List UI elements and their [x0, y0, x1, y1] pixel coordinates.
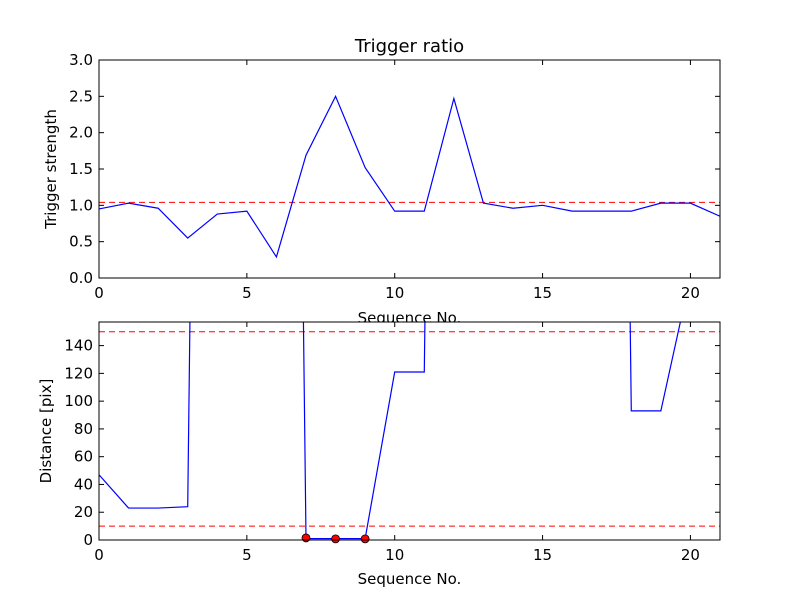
y-axis-label: Distance [pix] [37, 379, 55, 484]
y-tick-label: 100 [64, 392, 93, 410]
data-point-marker [331, 534, 340, 544]
series-line [99, 94, 720, 259]
x-tick-label: 15 [533, 284, 552, 302]
x-tick-label: 0 [94, 284, 104, 302]
x-tick-label: 20 [681, 546, 700, 564]
y-tick-label: 2.5 [69, 87, 93, 105]
y-axis-label: Trigger strength [42, 109, 60, 230]
plot-area [99, 60, 720, 278]
data-point-marker [360, 534, 370, 544]
x-tick-label: 10 [385, 546, 404, 564]
y-tick-label: 0 [83, 531, 93, 549]
y-tick-label: 0.5 [69, 233, 93, 251]
y-tick-label: 80 [74, 420, 93, 438]
x-tick-label: 5 [242, 546, 252, 564]
x-tick-label: 15 [533, 546, 552, 564]
series-line [99, 322, 681, 540]
x-tick-label: 10 [385, 284, 404, 302]
x-tick-label: 20 [681, 284, 700, 302]
chart-title: Trigger ratio [354, 36, 464, 57]
plot-frame [98, 321, 721, 541]
x-tick-label: 0 [94, 546, 104, 564]
y-tick-label: 60 [74, 448, 93, 466]
trigger-ratio-chart: Trigger ratio 0 5 10 15 20 0.0 0.5 1.0 1.5 2.0 2.… [42, 36, 721, 327]
y-tick-label: 140 [64, 337, 93, 355]
y-tick-label: 40 [74, 475, 93, 493]
x-axis-label: Sequence No. [358, 570, 462, 588]
data-point-marker [301, 533, 311, 543]
y-tick-label: 120 [64, 364, 93, 382]
distance-chart: 0 5 10 15 20 0 20 40 60 80 100 120 140 Sequence No.… [37, 321, 721, 588]
y-tick-label: 2.0 [69, 124, 93, 142]
y-tick-label: 1.0 [69, 196, 93, 214]
y-tick-label: 1.5 [69, 160, 93, 178]
plot-area [99, 322, 720, 540]
x-tick-label: 5 [242, 284, 252, 302]
y-tick-label: 20 [74, 503, 93, 521]
y-tick-label: 0.0 [69, 269, 93, 287]
y-tick-label: 3.0 [69, 51, 93, 69]
